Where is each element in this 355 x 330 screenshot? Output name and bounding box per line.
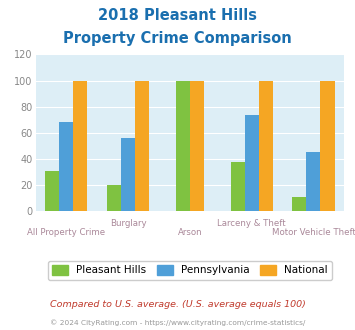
Text: Larceny & Theft: Larceny & Theft	[217, 219, 286, 228]
Bar	[135, 81, 149, 211]
Text: © 2024 CityRating.com - https://www.cityrating.com/crime-statistics/: © 2024 CityRating.com - https://www.city…	[50, 319, 305, 326]
Text: 2018 Pleasant Hills: 2018 Pleasant Hills	[98, 8, 257, 23]
Bar	[259, 81, 273, 211]
Text: Motor Vehicle Theft: Motor Vehicle Theft	[272, 228, 355, 237]
Legend: Pleasant Hills, Pennsylvania, National: Pleasant Hills, Pennsylvania, National	[48, 261, 332, 280]
Text: Compared to U.S. average. (U.S. average equals 100): Compared to U.S. average. (U.S. average …	[50, 300, 305, 309]
Text: All Property Crime: All Property Crime	[27, 228, 105, 237]
Bar	[321, 81, 334, 211]
Bar	[231, 162, 245, 211]
Bar	[59, 122, 73, 211]
Bar	[245, 115, 259, 211]
Text: Arson: Arson	[178, 228, 202, 237]
Bar	[306, 152, 321, 211]
Bar	[107, 185, 121, 211]
Text: Property Crime Comparison: Property Crime Comparison	[63, 31, 292, 46]
Bar	[190, 81, 204, 211]
Bar	[45, 171, 59, 211]
Bar	[293, 197, 306, 211]
Bar	[121, 138, 135, 211]
Bar	[176, 81, 190, 211]
Bar	[73, 81, 87, 211]
Text: Burglary: Burglary	[110, 219, 147, 228]
